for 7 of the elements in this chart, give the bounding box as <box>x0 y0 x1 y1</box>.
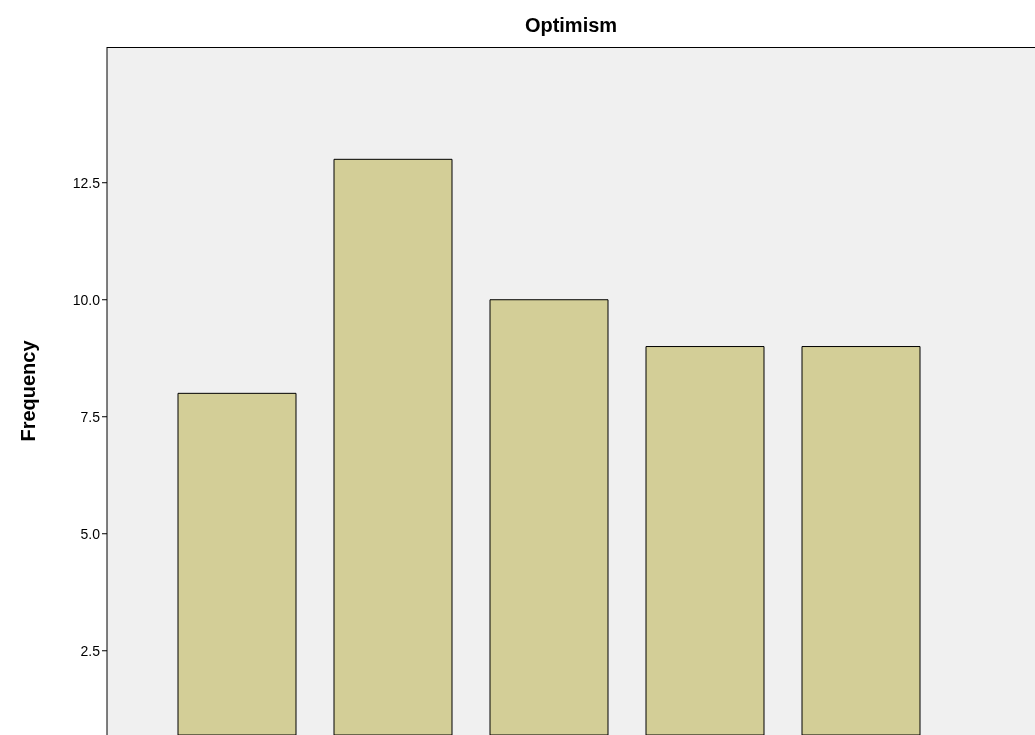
y-tick-label: 7.5 <box>80 408 101 425</box>
y-tick-label: 10.0 <box>72 291 101 308</box>
y-axis-title: Frequency <box>17 339 40 442</box>
y-tick-label: 5.0 <box>80 525 101 542</box>
chart-title: Optimism <box>523 14 619 37</box>
y-tick-label: 2.5 <box>80 642 101 659</box>
y-tick-label: 12.5 <box>72 174 101 191</box>
